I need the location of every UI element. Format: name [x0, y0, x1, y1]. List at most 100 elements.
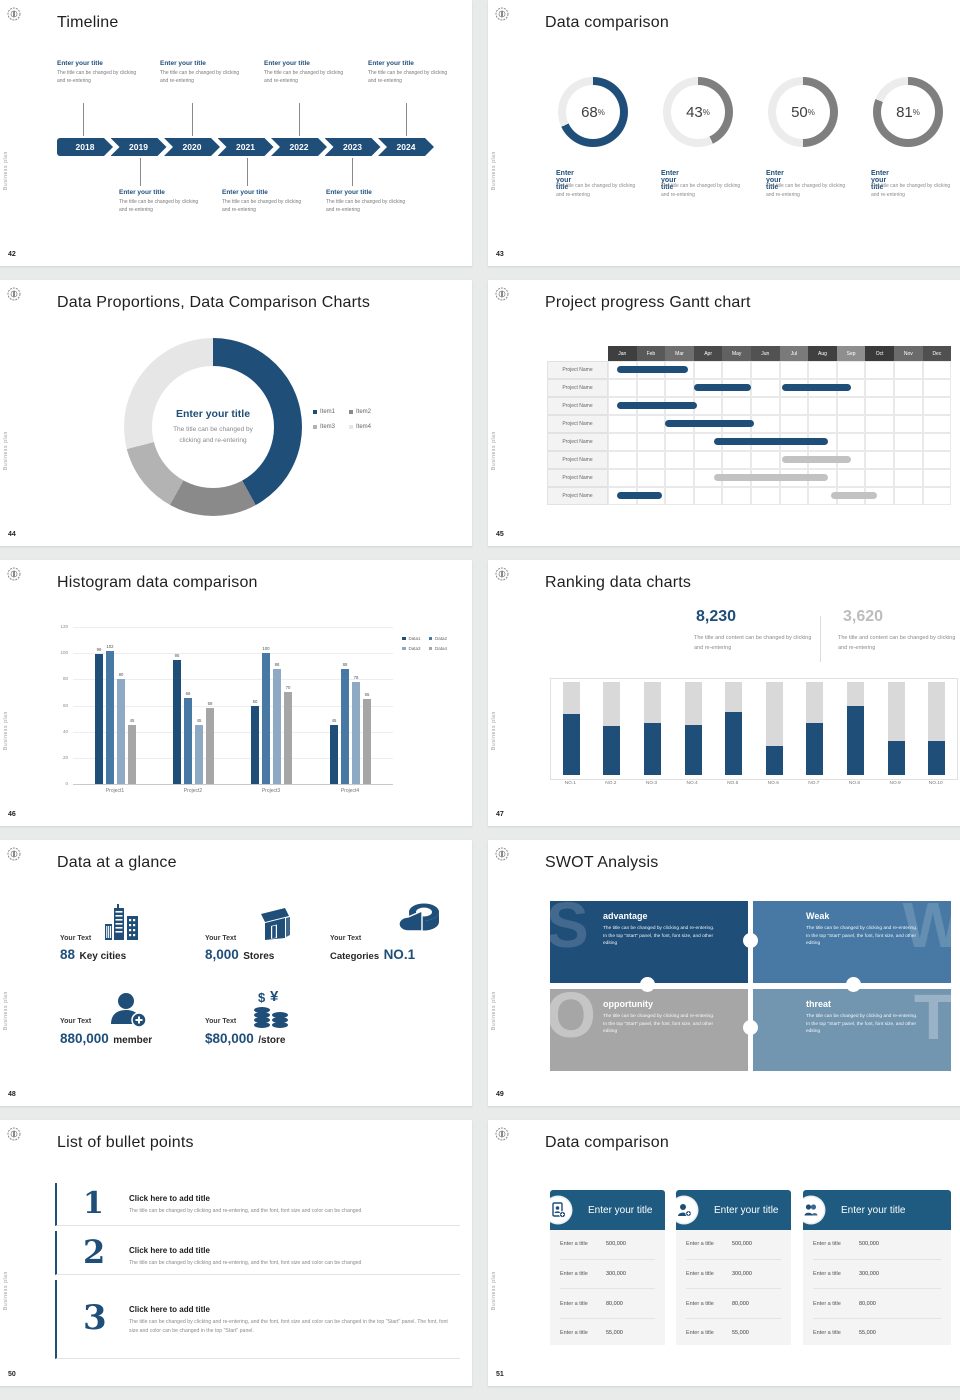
slide-48-glance[interactable]: Business plan Data at a glance Your Text…	[0, 840, 472, 1106]
gantt-cell	[865, 451, 894, 469]
gridline	[73, 757, 393, 759]
gantt-cell	[636, 451, 666, 469]
slide-43-data-comparison[interactable]: Business plan Data comparison 68% Enter y…	[488, 0, 960, 266]
slide-44-proportions[interactable]: Business plan Data Proportions, Data Com…	[0, 280, 472, 546]
timeline-connector	[247, 158, 248, 186]
progress-value: 68	[581, 103, 598, 121]
gantt-cell	[894, 433, 923, 451]
gantt-bar	[831, 492, 877, 499]
row-value: 55,000	[606, 1330, 623, 1337]
progress-ring: 43%	[663, 77, 733, 147]
gantt-cell	[922, 451, 952, 469]
gantt-bar	[616, 366, 689, 373]
row-value: 55,000	[859, 1330, 876, 1337]
timeline-connector	[140, 158, 141, 186]
gantt-cell	[608, 451, 637, 469]
gantt-cell	[693, 487, 723, 505]
page-number: 44	[8, 531, 16, 538]
bar-data1	[95, 654, 103, 784]
swot-quadrant-desc: The title can be changed by clicking and…	[806, 1014, 918, 1035]
card-data-row: Enter a title 500,000	[560, 1230, 655, 1260]
timeline-item-title: Enter your title	[368, 60, 414, 67]
row-value: 55,000	[732, 1330, 749, 1337]
gantt-cell	[608, 469, 637, 487]
stat-label: Your Text	[205, 1018, 237, 1025]
ranking-fill	[562, 713, 580, 775]
histogram-legend: Data1 Data2 Data3 Data4	[402, 636, 447, 651]
timeline-item: Enter your title The title can be changed…	[119, 189, 211, 215]
swot-letter: W	[902, 901, 951, 961]
gantt-cell	[894, 397, 923, 415]
slide-51-cards[interactable]: Business plan Data comparison Enter your…	[488, 1120, 960, 1386]
x-category-label: Project3	[261, 788, 281, 794]
gantt-cell	[836, 415, 866, 433]
gantt-cell	[894, 487, 923, 505]
gantt-bar	[782, 456, 852, 463]
row-label: Enter a title	[813, 1271, 841, 1278]
percent-sign: %	[702, 107, 710, 117]
card-body: Enter a title 500,000 Enter a title 300,000…	[676, 1230, 791, 1345]
bar-value-label: 95	[174, 652, 180, 658]
slide-49-swot[interactable]: Business plan SWOT Analysis S advantage …	[488, 840, 960, 1106]
gridline	[73, 784, 393, 785]
brand-seal-logo	[495, 1127, 509, 1141]
legend-swatch	[428, 646, 433, 651]
gantt-cell	[665, 451, 694, 469]
bullet-item-3: 3 Click here to add title The title can …	[55, 1280, 460, 1359]
bar-data2	[184, 697, 192, 784]
swot-opportunity: O opportunity The title can be changed b…	[550, 989, 748, 1071]
swot-quadrant-desc: The title can be changed by clicking and…	[603, 1014, 715, 1035]
comparison-card-2: Enter your title Enter a title 500,000 Ent…	[671, 1190, 791, 1345]
page-title: Timeline	[57, 14, 119, 31]
bar-value-label: 58	[207, 701, 213, 707]
slide-50-bullets[interactable]: Business plan List of bullet points 1 Cl…	[0, 1120, 472, 1386]
bar-data3	[273, 668, 281, 784]
page-number: 49	[496, 1091, 504, 1098]
gantt-cell	[665, 433, 694, 451]
city-icon	[103, 902, 145, 947]
stat-value: 8,000 Stores	[205, 947, 275, 962]
bar-value-label: 100	[262, 646, 270, 652]
slide-42-timeline[interactable]: Business plan Timeline Enter your title T…	[0, 0, 472, 266]
gantt-row-label: Project Name	[547, 361, 608, 379]
gantt-bar	[616, 492, 663, 499]
legend-label: Item2	[356, 409, 372, 415]
gantt-cell	[808, 415, 837, 433]
ring-title: Enter your title	[766, 170, 784, 191]
timeline-item-desc: The title can be changed by clicking and…	[119, 199, 199, 214]
progress-ring: 50%	[768, 77, 838, 147]
slide-47-ranking[interactable]: Business plan Ranking data charts 8,230 …	[488, 560, 960, 826]
gantt-month-header: Dec	[922, 346, 952, 361]
timeline-item-title: Enter your title	[326, 189, 372, 196]
slide-46-histogram[interactable]: Business plan Histogram data comparison …	[0, 560, 472, 826]
brand-seal-logo	[7, 287, 21, 301]
card-data-row: Enter a title 80,000	[813, 1289, 941, 1320]
slide-45-gantt[interactable]: Business plan Project progress Gantt cha…	[488, 280, 960, 546]
gantt-cell	[922, 487, 952, 505]
bullet-title: Click here to add title	[129, 1305, 210, 1314]
bullet-title: Click here to add title	[129, 1194, 210, 1203]
gantt-row-label: Project Name	[547, 487, 608, 505]
bar-data4	[128, 725, 136, 784]
vertical-brand-text: Business plan	[3, 151, 9, 190]
stat-secondary-desc: The title and content can be changed by …	[838, 635, 956, 651]
row-label: Enter a title	[560, 1241, 588, 1248]
row-label: Enter a title	[560, 1300, 588, 1307]
gantt-cell	[922, 361, 952, 379]
card-data-row: Enter a title 300,000	[813, 1260, 941, 1290]
ring-title: Enter your title	[556, 170, 574, 191]
donut-center-desc: The title can be changed by clicking and…	[173, 425, 253, 444]
swot-letter: O	[550, 989, 596, 1051]
legend-item: Data1	[402, 636, 421, 641]
gantt-cell	[722, 361, 751, 379]
vertical-brand-text: Business plan	[3, 1271, 9, 1310]
ranking-fill	[928, 740, 946, 775]
legend-item: Data4	[428, 646, 447, 651]
bar-value-label: 80	[118, 672, 124, 678]
legend-item: Item1	[313, 409, 335, 415]
stat-primary-desc: The title and content can be changed by …	[694, 635, 812, 651]
timeline-year: 2024	[378, 138, 434, 156]
bullet-number: 3	[83, 1298, 107, 1339]
stat-value: $80,000 /store	[205, 1031, 286, 1046]
timeline-item: Enter your title The title can be changed…	[264, 60, 356, 86]
